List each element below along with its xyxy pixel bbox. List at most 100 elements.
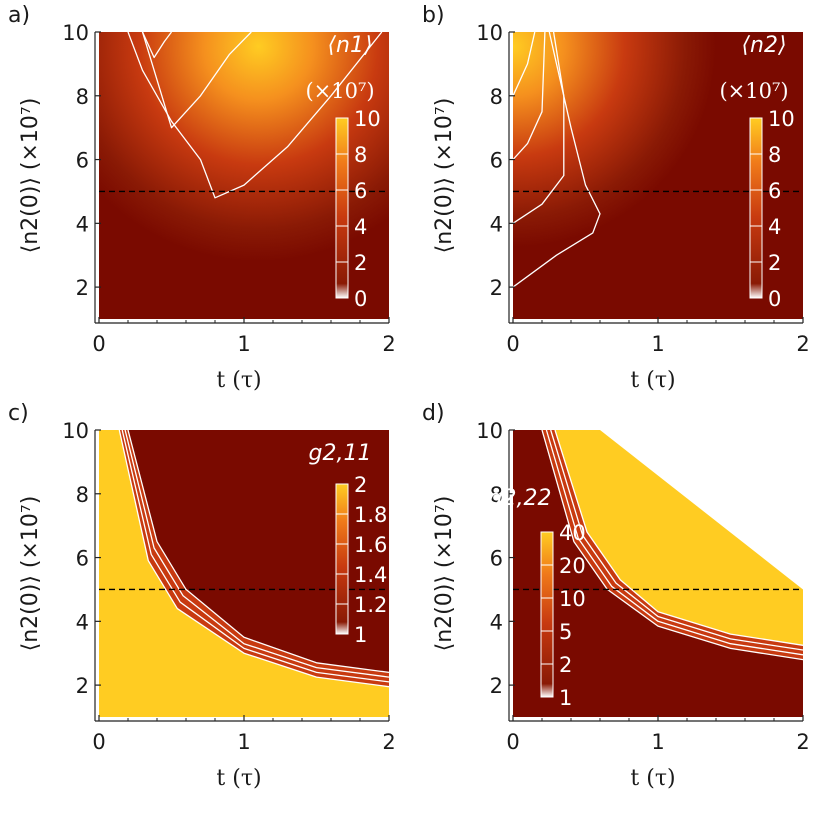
x-tick-label: 1 (237, 730, 250, 754)
y-tick-label: 8 (490, 85, 503, 109)
x-tick-label: 0 (506, 730, 519, 754)
y-tick-label: 4 (490, 212, 503, 236)
y-axis-label: ⟨n2(0)⟩ (×10⁷) (18, 496, 43, 652)
colorbar-title: ⟨n2⟩ (741, 33, 786, 58)
y-tick-label: 10 (62, 21, 89, 45)
x-tick-label: 2 (382, 332, 395, 356)
y-tick-label: 2 (490, 276, 503, 300)
colorbar-unit: (×10⁷) (305, 79, 374, 103)
colorbar-tick-label: 4 (768, 215, 781, 239)
x-tick-label: 2 (796, 332, 809, 356)
colorbar-tick-label: 5 (559, 620, 572, 644)
contour-line-4 (513, 32, 565, 224)
colorbar-tick-label: 10 (768, 107, 795, 131)
x-axis-label: t (τ) (216, 766, 261, 791)
undefined-region (600, 430, 803, 590)
contour-line-1.8 (118, 430, 389, 688)
colorbar-tick-label: 2 (354, 251, 367, 275)
colorbar-title: g2,11 (309, 441, 372, 466)
colorbar-gradient (749, 117, 763, 299)
heatmap-transition (542, 430, 803, 660)
panel-label: d) (422, 401, 445, 426)
colorbar-tick-label: 1.8 (354, 503, 387, 527)
y-tick-label: 10 (476, 419, 503, 443)
colorbar: 10 8 6 4 2 0 ⟨n2⟩ (×10⁷) (719, 33, 794, 311)
y-tick-label: 8 (76, 85, 89, 109)
y-tick-label: 4 (76, 610, 89, 634)
colorbar-tick-label: 1.6 (354, 533, 387, 557)
contour-line-2 (541, 430, 803, 661)
heatmap-region-low (99, 430, 389, 717)
x-tick-label: 2 (796, 730, 809, 754)
panel-d: 0 1 2 2 4 6 8 10 t (τ) ⟨n2(0)⟩ (×10⁷) d) 40 20 10 5 2 1 g… (422, 401, 810, 791)
contour-line-10 (550, 430, 803, 651)
colorbar-tick-label: 4 (354, 215, 367, 239)
colorbar-tick-label: 2 (354, 473, 367, 497)
contour-line-20 (554, 430, 803, 646)
y-tick-label: 4 (76, 212, 89, 236)
colorbar-tick-label: 0 (354, 287, 367, 311)
y-tick-label: 6 (490, 547, 503, 571)
panel-c: 0 1 2 2 4 6 8 10 t (τ) ⟨n2(0)⟩ (×10⁷) c) 2 1.8 1.6 1.4… (8, 401, 396, 791)
x-axis-label: t (τ) (216, 368, 261, 393)
y-tick-label: 10 (62, 419, 89, 443)
y-tick-label: 2 (490, 674, 503, 698)
colorbar-tick-label: 10 (559, 587, 586, 611)
contour-line-2 (513, 32, 601, 288)
contour-line-6 (141, 32, 173, 59)
contour-line-4 (141, 32, 252, 129)
colorbar: 2 1.8 1.6 1.4 1.2 1 g2,11 (309, 441, 388, 647)
colorbar-tick-label: 1 (354, 623, 367, 647)
x-tick-label: 0 (92, 730, 105, 754)
colorbar-tick-label: 0 (768, 287, 781, 311)
x-axis-label: t (τ) (630, 766, 675, 791)
colorbar-tick-label: 2 (559, 653, 572, 677)
panel-label: a) (8, 3, 30, 28)
x-tick-label: 0 (92, 332, 105, 356)
x-tick-label: 1 (237, 332, 250, 356)
colorbar-gradient (335, 483, 349, 635)
y-tick-label: 8 (490, 483, 503, 507)
colorbar: 40 20 10 5 2 1 g2,22 (489, 486, 586, 710)
y-tick-label: 2 (76, 674, 89, 698)
colorbar-tick-label: 1 (559, 686, 572, 710)
y-tick-label: 6 (76, 547, 89, 571)
colorbar-gradient (540, 531, 554, 698)
y-axis-label: ⟨n2(0)⟩ (×10⁷) (18, 98, 43, 254)
y-tick-label: 4 (490, 610, 503, 634)
colorbar-gradient (335, 117, 349, 299)
colorbar-tick-label: 40 (559, 521, 586, 545)
colorbar-unit: (×10⁷) (719, 79, 788, 103)
colorbar-title: ⟨n1⟩ (327, 33, 372, 58)
y-tick-label: 6 (76, 149, 89, 173)
y-tick-label: 8 (76, 483, 89, 507)
x-tick-label: 1 (651, 730, 664, 754)
colorbar-tick-label: 20 (559, 554, 586, 578)
contour-line-5 (545, 430, 803, 656)
y-axis-label: ⟨n2(0)⟩ (×10⁷) (432, 496, 457, 652)
colorbar-tick-label: 1.4 (354, 563, 387, 587)
x-axis-label: t (τ) (630, 368, 675, 393)
colorbar-tick-label: 6 (768, 179, 781, 203)
panel-label: b) (422, 3, 445, 28)
colorbar-title: g2,22 (489, 486, 552, 511)
colorbar-tick-label: 10 (354, 107, 381, 131)
colorbar-tick-label: 2 (768, 251, 781, 275)
x-tick-label: 2 (382, 730, 395, 754)
colorbar-tick-label: 8 (768, 143, 781, 167)
colorbar-tick-label: 6 (354, 179, 367, 203)
x-tick-label: 0 (506, 332, 519, 356)
colorbar-tick-label: 8 (354, 143, 367, 167)
y-tick-label: 10 (476, 21, 503, 45)
y-tick-label: 2 (76, 276, 89, 300)
contour-line-2 (127, 32, 383, 199)
panel-label: c) (8, 401, 29, 426)
x-tick-label: 1 (651, 332, 664, 356)
contour-line-1.6 (121, 430, 389, 683)
contour-line-6 (513, 32, 546, 161)
contour-line-1.2 (127, 430, 389, 674)
